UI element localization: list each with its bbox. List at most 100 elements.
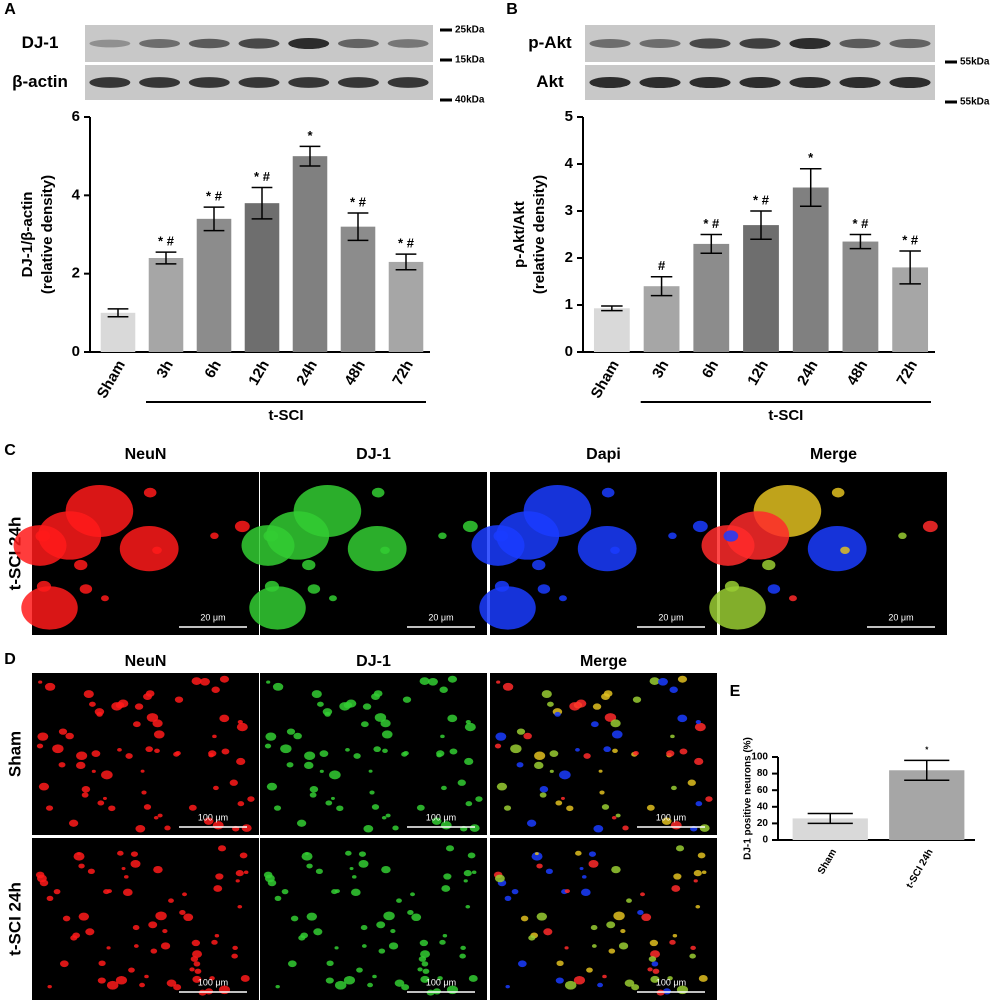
cell bbox=[264, 874, 275, 883]
cell bbox=[383, 911, 395, 921]
cell bbox=[286, 762, 294, 768]
cell bbox=[502, 682, 514, 691]
cell bbox=[140, 769, 145, 773]
cell bbox=[208, 750, 217, 757]
cell bbox=[117, 748, 122, 752]
cell bbox=[382, 748, 388, 754]
cell bbox=[313, 928, 323, 936]
cell bbox=[536, 912, 548, 921]
cell bbox=[97, 977, 106, 984]
cell bbox=[371, 487, 385, 498]
cell bbox=[68, 819, 79, 827]
y-tick-label: 6 bbox=[72, 108, 80, 125]
cell bbox=[591, 944, 597, 948]
bar bbox=[643, 286, 680, 352]
cell bbox=[241, 824, 252, 832]
cell bbox=[650, 975, 660, 983]
cell bbox=[371, 693, 380, 701]
cell bbox=[633, 750, 639, 756]
x-tick-label: 24h bbox=[293, 357, 321, 388]
cell bbox=[649, 677, 660, 685]
cell bbox=[153, 730, 165, 739]
cell bbox=[219, 714, 230, 723]
blot-band bbox=[739, 38, 781, 49]
cell bbox=[203, 817, 214, 825]
x-tick-label: Sham bbox=[588, 357, 623, 401]
cell bbox=[130, 851, 139, 857]
cell bbox=[385, 813, 391, 818]
cell bbox=[360, 721, 369, 728]
cell bbox=[650, 950, 661, 958]
cell bbox=[599, 790, 605, 795]
cell bbox=[401, 984, 410, 991]
scale-label: 100 μm bbox=[198, 812, 228, 822]
blot-row-label: p-Akt bbox=[528, 33, 572, 52]
cell bbox=[334, 889, 340, 894]
cell bbox=[266, 782, 278, 791]
scale-label: 20 μm bbox=[200, 612, 225, 622]
cell bbox=[520, 915, 529, 922]
cell bbox=[447, 675, 458, 683]
panel-label: E bbox=[730, 683, 741, 700]
cell bbox=[237, 801, 245, 807]
cell bbox=[272, 682, 284, 691]
cell bbox=[106, 889, 112, 894]
bar bbox=[889, 770, 965, 840]
cell bbox=[239, 852, 248, 859]
cell bbox=[579, 866, 584, 871]
cell bbox=[286, 728, 296, 735]
significance-mark: * bbox=[307, 128, 313, 143]
column-label: NeuN bbox=[125, 653, 167, 670]
cell bbox=[135, 824, 146, 833]
cell bbox=[559, 595, 567, 602]
cell bbox=[471, 870, 477, 875]
cell bbox=[531, 852, 543, 861]
cell bbox=[511, 889, 519, 895]
cell bbox=[143, 487, 157, 498]
cell bbox=[97, 800, 105, 806]
cell bbox=[145, 746, 153, 753]
cell bbox=[302, 559, 316, 571]
cell bbox=[632, 696, 642, 703]
blot-row-label: Akt bbox=[536, 72, 564, 91]
cell bbox=[807, 525, 867, 572]
cell bbox=[648, 956, 657, 962]
cell bbox=[134, 703, 144, 710]
cell bbox=[652, 968, 660, 974]
y-tick-label: 3 bbox=[565, 202, 573, 219]
cell bbox=[81, 786, 91, 793]
significance-mark: * # bbox=[753, 192, 770, 207]
cell bbox=[304, 751, 316, 761]
cell bbox=[108, 805, 116, 812]
cell bbox=[687, 779, 696, 786]
cell bbox=[139, 982, 146, 988]
cell bbox=[671, 885, 681, 892]
cell bbox=[211, 686, 220, 693]
cell bbox=[679, 748, 688, 755]
cell bbox=[693, 870, 702, 877]
cell bbox=[249, 586, 306, 630]
cell bbox=[588, 860, 599, 868]
cell bbox=[622, 825, 629, 831]
cell bbox=[539, 792, 547, 798]
y-tick-label: 0 bbox=[565, 343, 573, 360]
cell bbox=[199, 677, 210, 686]
cell bbox=[189, 967, 195, 972]
error-bar bbox=[849, 233, 872, 250]
cell bbox=[403, 750, 409, 756]
cell bbox=[661, 817, 672, 825]
cell bbox=[329, 595, 337, 602]
cell bbox=[358, 851, 367, 857]
blot-band bbox=[689, 76, 731, 89]
blot-band bbox=[139, 77, 181, 88]
cell bbox=[447, 714, 458, 723]
scale-label: 20 μm bbox=[658, 612, 683, 622]
cell bbox=[534, 761, 544, 770]
cell bbox=[349, 866, 354, 871]
cell bbox=[273, 805, 282, 811]
cell bbox=[36, 743, 44, 749]
x-tick-label: 3h bbox=[649, 357, 672, 381]
marker-label: 40kDa bbox=[455, 95, 485, 106]
bar bbox=[842, 241, 879, 352]
cell bbox=[410, 892, 415, 897]
